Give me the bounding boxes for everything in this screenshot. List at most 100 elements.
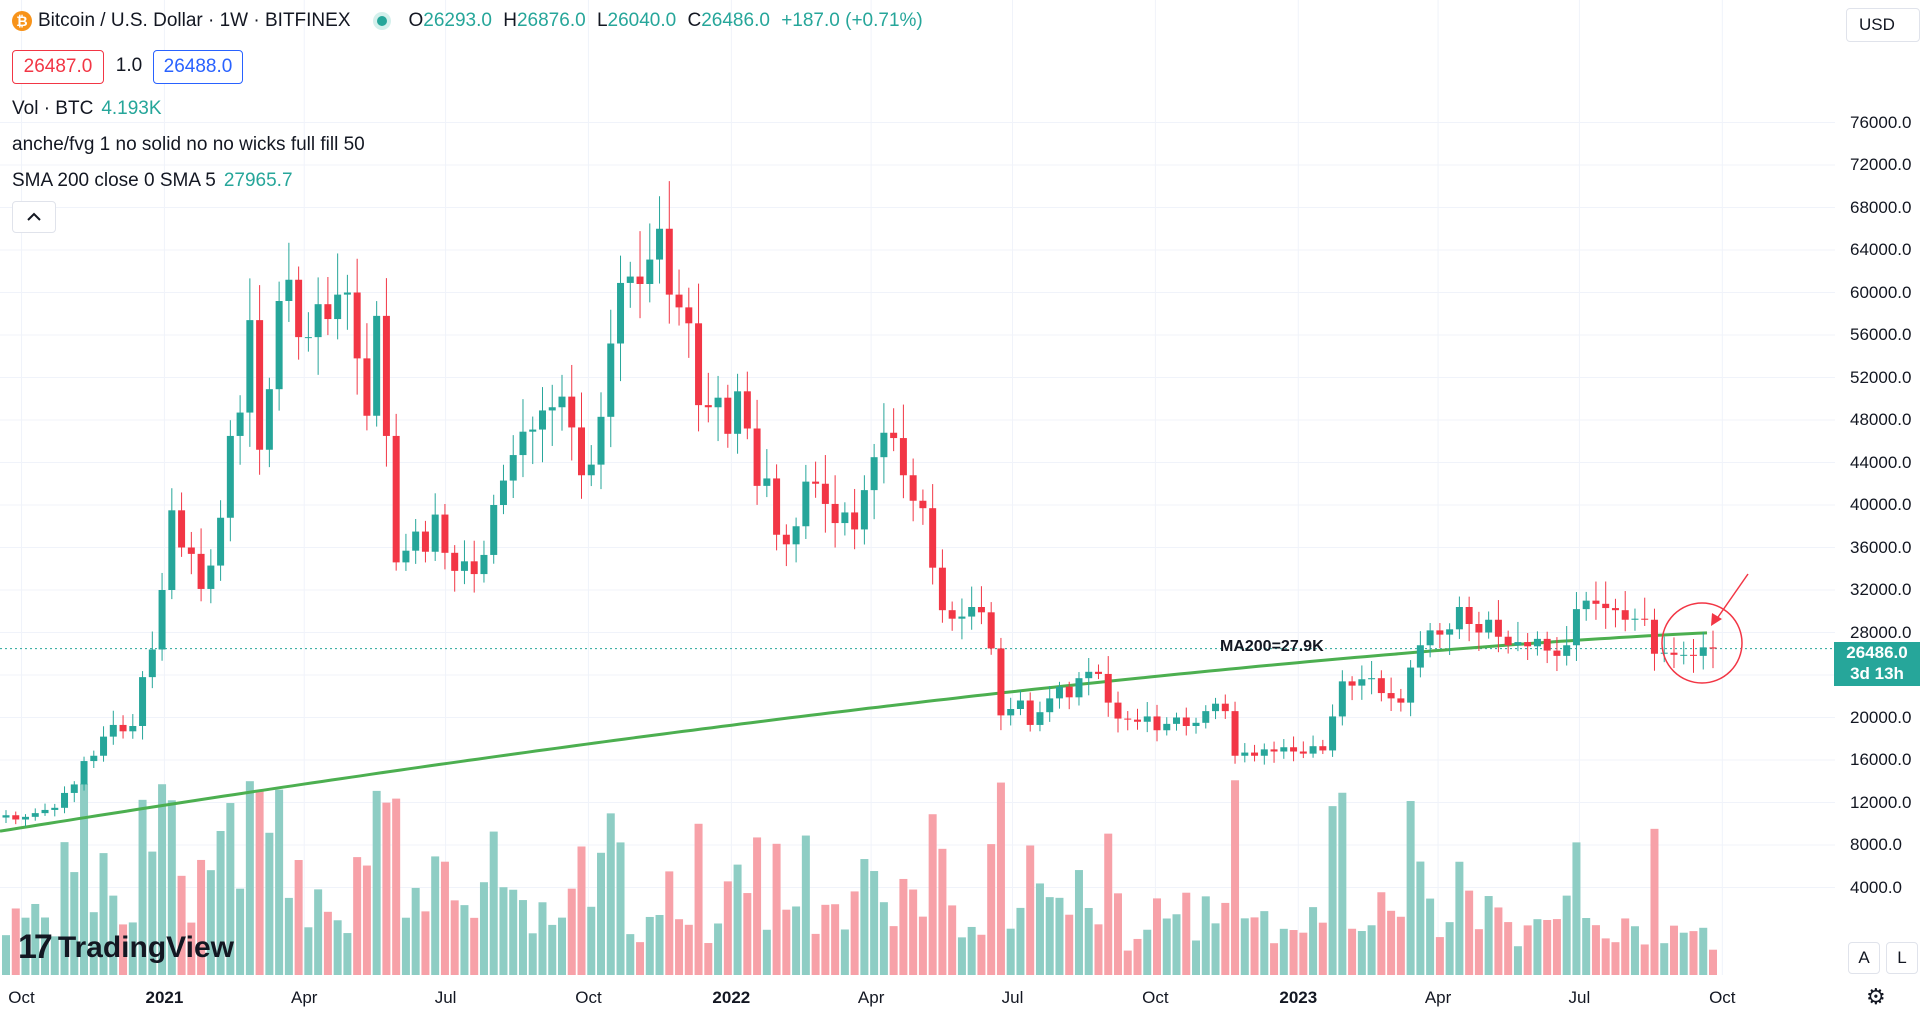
volume-bar — [665, 871, 674, 975]
sell-price-button[interactable]: 26487.0 — [12, 50, 104, 84]
candle-body — [178, 510, 186, 548]
volume-bar — [1240, 918, 1249, 975]
candle-body — [1446, 629, 1454, 635]
volume-bar — [548, 924, 557, 975]
symbol-title[interactable]: Bitcoin / U.S. Dollar · 1W · BITFINEX — [38, 10, 351, 31]
volume-bar — [158, 784, 167, 975]
candle-body — [870, 457, 878, 491]
volume-bar — [1455, 861, 1464, 975]
candle-body — [1465, 607, 1473, 624]
volume-bar — [645, 916, 654, 975]
volume-bar — [811, 933, 820, 975]
candle-body — [1514, 642, 1522, 646]
x-tick-label: 2021 — [145, 988, 184, 1007]
chevron-up-icon — [27, 212, 41, 221]
volume-bar — [1572, 842, 1581, 975]
collapse-legend-button[interactable] — [12, 201, 56, 233]
candle-body — [1319, 746, 1327, 751]
volume-bar — [1094, 924, 1103, 975]
chart-grid — [0, 0, 1835, 975]
candle-body — [724, 397, 732, 434]
candle-body — [41, 809, 49, 814]
log-scale-button[interactable]: L — [1886, 942, 1918, 974]
candle-body — [1631, 618, 1639, 620]
volume-bar — [831, 904, 840, 975]
candle-body — [197, 553, 205, 589]
volume-bar — [597, 852, 606, 975]
candle-body — [1680, 654, 1688, 656]
volume-bar — [362, 865, 371, 975]
spread-value: 1.0 — [114, 50, 144, 82]
volume-bar — [977, 934, 986, 975]
candle-body — [831, 503, 839, 524]
indicator-volume[interactable]: Vol · BTC 4.193K — [12, 98, 162, 120]
close-label: C — [687, 10, 702, 31]
candle-body — [685, 307, 693, 324]
candle-body — [70, 784, 78, 793]
candle-body — [129, 726, 137, 732]
volume-bar — [928, 814, 937, 975]
volume-bar — [938, 848, 947, 975]
candle-body — [109, 724, 117, 737]
candle-body — [470, 561, 478, 575]
y-tick-label: 56000.0 — [1850, 325, 1912, 344]
last-price-value: 26486.0 — [1846, 643, 1908, 662]
volume-bar — [392, 798, 401, 975]
volume-bar — [704, 943, 713, 975]
volume-bar — [801, 835, 810, 975]
volume-bar — [89, 912, 98, 975]
candle-body — [1455, 607, 1463, 630]
volume-bar — [1640, 944, 1649, 975]
candle-body — [1416, 645, 1424, 668]
volume-bar — [1416, 861, 1425, 975]
candle-body — [1553, 650, 1561, 656]
currency-selector[interactable]: USD — [1846, 8, 1920, 42]
candle-body — [1485, 619, 1493, 633]
buy-price-button[interactable]: 26488.0 — [153, 50, 243, 84]
gear-icon[interactable]: ⚙ — [1866, 984, 1886, 1009]
volume-bar — [11, 908, 20, 975]
x-tick-label: Jul — [1568, 988, 1591, 1007]
volume-bar — [1552, 919, 1561, 975]
volume-bar — [1669, 925, 1678, 975]
volume-bar — [333, 920, 342, 975]
candle-body — [1212, 703, 1220, 712]
candle-body — [499, 480, 507, 505]
tradingview-logo-icon: 17 — [18, 928, 53, 966]
candle-body — [578, 427, 586, 476]
indicator-label: Vol · BTC — [12, 98, 94, 119]
candle-body — [938, 567, 946, 611]
candlesticks — [2, 181, 1717, 827]
candle-body — [587, 464, 595, 476]
indicator-sma[interactable]: SMA 200 close 0 SMA 5 27965.7 — [12, 170, 293, 192]
volume-bar — [587, 906, 596, 975]
candle-body — [1231, 711, 1239, 756]
candle-body — [207, 565, 215, 589]
volume-bar — [1445, 922, 1454, 975]
volume-bar — [899, 878, 908, 975]
volume-bar — [1289, 930, 1298, 975]
candle-body — [1016, 700, 1024, 709]
candle-body — [412, 531, 420, 551]
candle-body — [977, 607, 985, 613]
volume-bar — [1143, 929, 1152, 975]
volume-bar — [70, 872, 79, 975]
volume-bar — [470, 917, 479, 975]
candle-body — [558, 396, 566, 408]
y-tick-label: 16000.0 — [1850, 750, 1912, 769]
volume-bar — [870, 871, 879, 975]
candle-body — [909, 475, 917, 501]
auto-scale-button[interactable]: A — [1848, 942, 1880, 974]
volume-bar — [753, 837, 762, 975]
candle-body — [1007, 709, 1015, 716]
volume-bar — [99, 853, 108, 975]
candle-body — [1377, 678, 1385, 694]
candle-body — [1524, 642, 1532, 647]
volume-bar — [1591, 925, 1600, 975]
indicator-fvg[interactable]: anche/fvg 1 no solid no no wicks full fi… — [12, 134, 365, 156]
logo-text: TradingView — [57, 930, 234, 964]
volume-bar — [1182, 892, 1191, 975]
candle-body — [295, 279, 303, 338]
tradingview-logo[interactable]: 17 TradingView — [18, 928, 234, 967]
